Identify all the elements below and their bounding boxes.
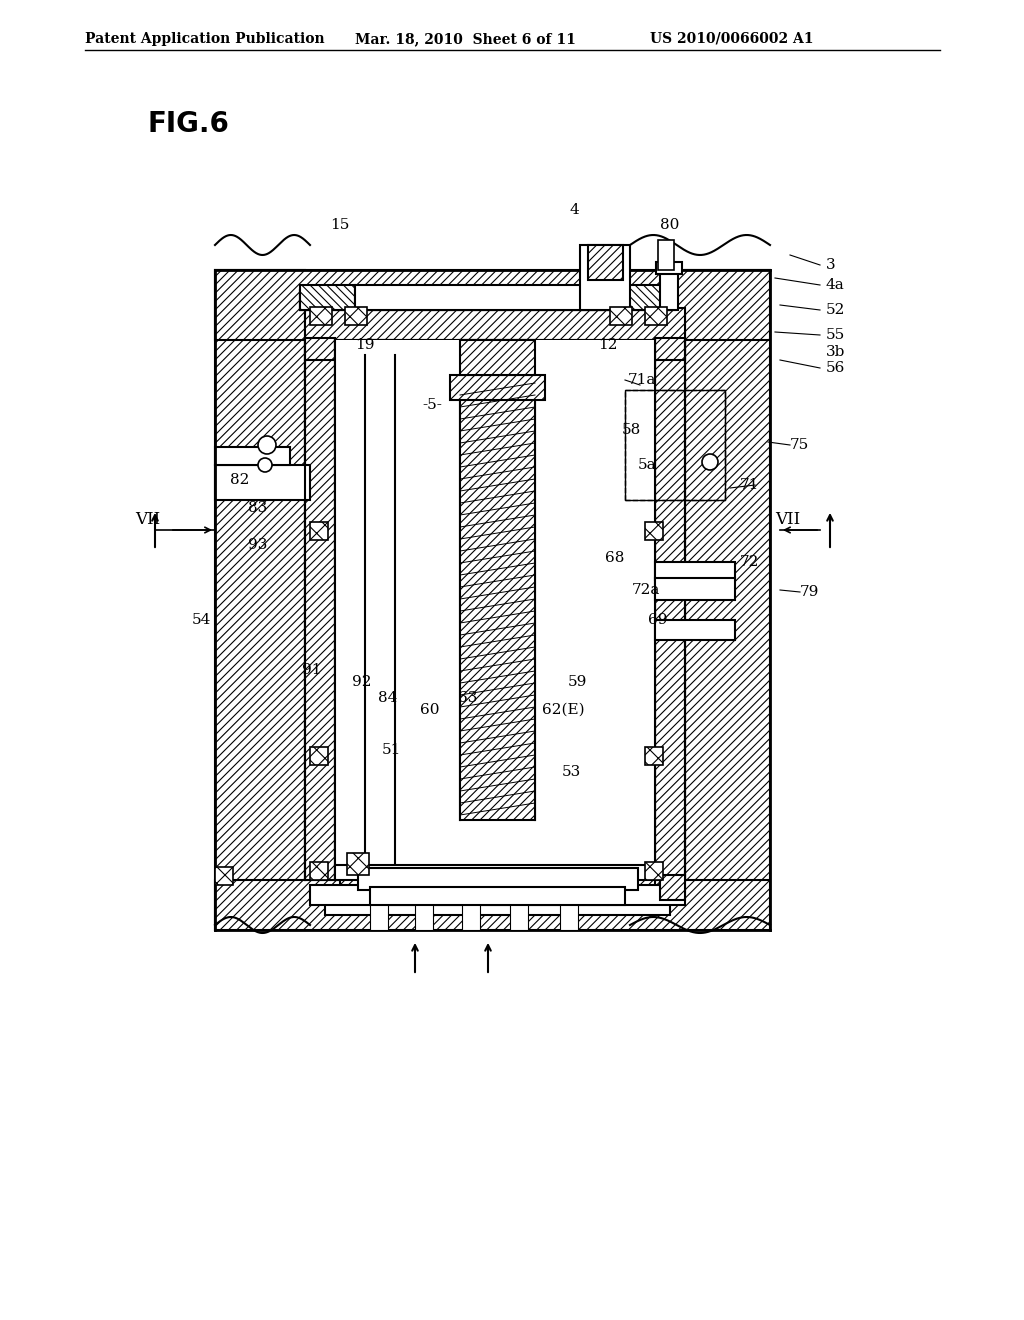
Bar: [460, 389, 535, 820]
Text: US 2010/0066002 A1: US 2010/0066002 A1: [650, 32, 813, 46]
Bar: [462, 900, 480, 931]
Bar: [660, 271, 678, 310]
Text: 54: 54: [193, 612, 211, 627]
Bar: [335, 865, 655, 880]
Bar: [300, 290, 670, 310]
Bar: [660, 875, 685, 900]
Text: 4: 4: [570, 203, 580, 216]
Bar: [450, 375, 545, 400]
Bar: [305, 308, 685, 341]
Text: 3: 3: [826, 257, 836, 272]
Text: 59: 59: [568, 675, 588, 689]
Bar: [215, 271, 770, 341]
Text: VII: VII: [775, 511, 800, 528]
Text: Patent Application Publication: Patent Application Publication: [85, 32, 325, 46]
Bar: [645, 308, 667, 325]
Bar: [305, 310, 335, 880]
Text: Mar. 18, 2010  Sheet 6 of 11: Mar. 18, 2010 Sheet 6 of 11: [355, 32, 575, 46]
Bar: [215, 447, 290, 465]
Text: -5-: -5-: [422, 399, 442, 412]
Text: 60: 60: [420, 704, 439, 717]
Bar: [415, 900, 433, 931]
Text: 56: 56: [826, 360, 846, 375]
Bar: [655, 310, 685, 880]
Text: 80: 80: [660, 218, 679, 232]
Bar: [335, 341, 655, 880]
Bar: [685, 271, 770, 931]
Bar: [370, 900, 388, 931]
Bar: [310, 747, 328, 766]
Text: 72a: 72a: [632, 583, 660, 597]
Text: 12: 12: [598, 338, 617, 352]
Text: 55: 55: [826, 327, 845, 342]
Bar: [345, 308, 367, 325]
Bar: [460, 341, 535, 375]
Bar: [340, 870, 655, 890]
Text: 84: 84: [378, 690, 397, 705]
Bar: [310, 308, 332, 325]
Bar: [625, 389, 725, 500]
Bar: [310, 862, 328, 880]
Bar: [310, 521, 328, 540]
Text: 75: 75: [790, 438, 809, 451]
Text: 15: 15: [330, 218, 349, 232]
Bar: [215, 867, 233, 884]
Bar: [365, 341, 395, 880]
Text: FIG.6: FIG.6: [148, 110, 229, 139]
Bar: [370, 887, 625, 906]
Text: 83: 83: [248, 502, 267, 515]
Bar: [215, 880, 770, 931]
Text: VII: VII: [135, 511, 160, 528]
Bar: [347, 853, 369, 875]
Text: 69: 69: [648, 612, 668, 627]
Text: 19: 19: [355, 338, 375, 352]
Text: 91: 91: [302, 663, 322, 677]
Bar: [655, 562, 735, 579]
Bar: [656, 261, 682, 275]
Bar: [645, 862, 663, 880]
Circle shape: [702, 454, 718, 470]
Bar: [620, 285, 675, 310]
Text: 82: 82: [230, 473, 250, 487]
Bar: [645, 747, 663, 766]
Text: 71a: 71a: [628, 374, 656, 387]
Bar: [588, 246, 623, 280]
Bar: [335, 341, 655, 870]
Text: 52: 52: [826, 304, 846, 317]
Text: 71: 71: [740, 478, 760, 492]
Text: 72: 72: [740, 554, 760, 569]
Bar: [510, 900, 528, 931]
Bar: [560, 900, 578, 931]
Text: 93: 93: [248, 539, 267, 552]
Bar: [610, 308, 632, 325]
Bar: [358, 869, 638, 890]
Bar: [655, 620, 735, 640]
Text: 5a: 5a: [638, 458, 656, 473]
Bar: [658, 240, 674, 271]
Text: 4a: 4a: [826, 279, 845, 292]
Text: 53: 53: [562, 766, 582, 779]
Bar: [310, 884, 685, 906]
Bar: [655, 338, 685, 360]
Bar: [325, 890, 670, 915]
Bar: [645, 521, 663, 540]
Text: 51: 51: [382, 743, 401, 756]
Bar: [305, 338, 335, 360]
Bar: [355, 285, 620, 310]
Text: 63: 63: [458, 690, 477, 705]
Text: 62(E): 62(E): [542, 704, 585, 717]
Text: 79: 79: [800, 585, 819, 599]
Text: 92: 92: [352, 675, 372, 689]
Bar: [300, 290, 670, 310]
Circle shape: [258, 458, 272, 473]
Bar: [300, 285, 355, 310]
Text: 68: 68: [605, 550, 625, 565]
Bar: [215, 271, 305, 931]
Bar: [655, 578, 735, 601]
Bar: [215, 465, 310, 500]
Text: 3b: 3b: [826, 345, 846, 359]
Circle shape: [258, 436, 276, 454]
Text: 58: 58: [622, 422, 641, 437]
Bar: [580, 246, 630, 310]
